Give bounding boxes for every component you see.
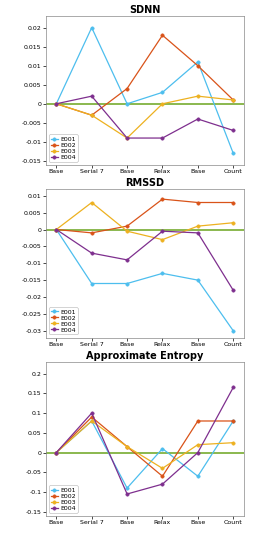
E004 xyxy=(125,256,129,263)
E001 xyxy=(90,24,93,31)
E003 xyxy=(55,100,58,107)
E003 xyxy=(196,223,199,230)
Line: E001: E001 xyxy=(55,228,235,333)
Line: E003: E003 xyxy=(55,419,235,470)
E003 xyxy=(161,465,164,471)
Line: E003: E003 xyxy=(55,201,235,241)
Line: E002: E002 xyxy=(55,198,235,234)
E001 xyxy=(196,473,199,480)
Line: E001: E001 xyxy=(55,419,235,490)
E003 xyxy=(125,228,129,234)
E003 xyxy=(232,440,235,446)
E003 xyxy=(232,97,235,103)
E003 xyxy=(196,441,199,448)
E001 xyxy=(125,280,129,287)
E004 xyxy=(161,228,164,234)
E003 xyxy=(125,443,129,450)
Line: E002: E002 xyxy=(55,33,235,117)
E001 xyxy=(125,100,129,107)
E001 xyxy=(90,418,93,424)
E002 xyxy=(232,418,235,424)
E004 xyxy=(55,449,58,456)
Line: E004: E004 xyxy=(55,228,235,292)
E003 xyxy=(125,135,129,141)
E004 xyxy=(232,287,235,294)
E003 xyxy=(90,418,93,424)
E001 xyxy=(232,150,235,157)
E001 xyxy=(55,100,58,107)
E003 xyxy=(55,449,58,456)
E003 xyxy=(90,199,93,206)
E003 xyxy=(55,226,58,233)
E003 xyxy=(196,93,199,99)
E001 xyxy=(196,59,199,65)
Title: RMSSD: RMSSD xyxy=(125,178,164,188)
E001 xyxy=(232,327,235,334)
E002 xyxy=(196,63,199,69)
E002 xyxy=(90,414,93,420)
E004 xyxy=(55,226,58,233)
E004 xyxy=(125,491,129,497)
E001 xyxy=(125,485,129,491)
Line: E004: E004 xyxy=(55,94,235,140)
E002 xyxy=(55,449,58,456)
E004 xyxy=(90,93,93,99)
E001 xyxy=(55,449,58,456)
Line: E001: E001 xyxy=(55,26,235,155)
E001 xyxy=(161,446,164,452)
E002 xyxy=(125,443,129,450)
E002 xyxy=(196,199,199,206)
E004 xyxy=(55,100,58,107)
Legend: E001, E002, E003, E004: E001, E002, E003, E004 xyxy=(49,134,77,161)
Line: E004: E004 xyxy=(55,386,235,496)
E004 xyxy=(161,481,164,488)
E004 xyxy=(232,384,235,391)
E002 xyxy=(90,230,93,236)
Legend: E001, E002, E003, E004: E001, E002, E003, E004 xyxy=(49,307,77,334)
E001 xyxy=(90,280,93,287)
Line: E003: E003 xyxy=(55,94,235,140)
E003 xyxy=(90,112,93,118)
E004 xyxy=(90,410,93,416)
E002 xyxy=(232,97,235,103)
E002 xyxy=(161,196,164,202)
E002 xyxy=(90,112,93,118)
E004 xyxy=(196,116,199,122)
E003 xyxy=(161,100,164,107)
Legend: E001, E002, E003, E004: E001, E002, E003, E004 xyxy=(49,485,77,512)
E004 xyxy=(196,449,199,456)
E002 xyxy=(196,418,199,424)
Title: SDNN: SDNN xyxy=(129,5,161,16)
E002 xyxy=(125,85,129,92)
E003 xyxy=(161,237,164,243)
E004 xyxy=(90,250,93,256)
E004 xyxy=(125,135,129,141)
E004 xyxy=(232,127,235,134)
E002 xyxy=(125,223,129,230)
E002 xyxy=(161,473,164,480)
E003 xyxy=(232,219,235,226)
E004 xyxy=(161,135,164,141)
E001 xyxy=(232,418,235,424)
E004 xyxy=(196,230,199,236)
Title: Approximate Entropy: Approximate Entropy xyxy=(86,351,203,361)
E002 xyxy=(55,226,58,233)
E002 xyxy=(55,100,58,107)
E001 xyxy=(196,277,199,284)
E002 xyxy=(161,32,164,38)
Line: E002: E002 xyxy=(55,415,235,478)
E002 xyxy=(232,199,235,206)
E001 xyxy=(161,270,164,276)
E001 xyxy=(55,226,58,233)
E001 xyxy=(161,89,164,96)
